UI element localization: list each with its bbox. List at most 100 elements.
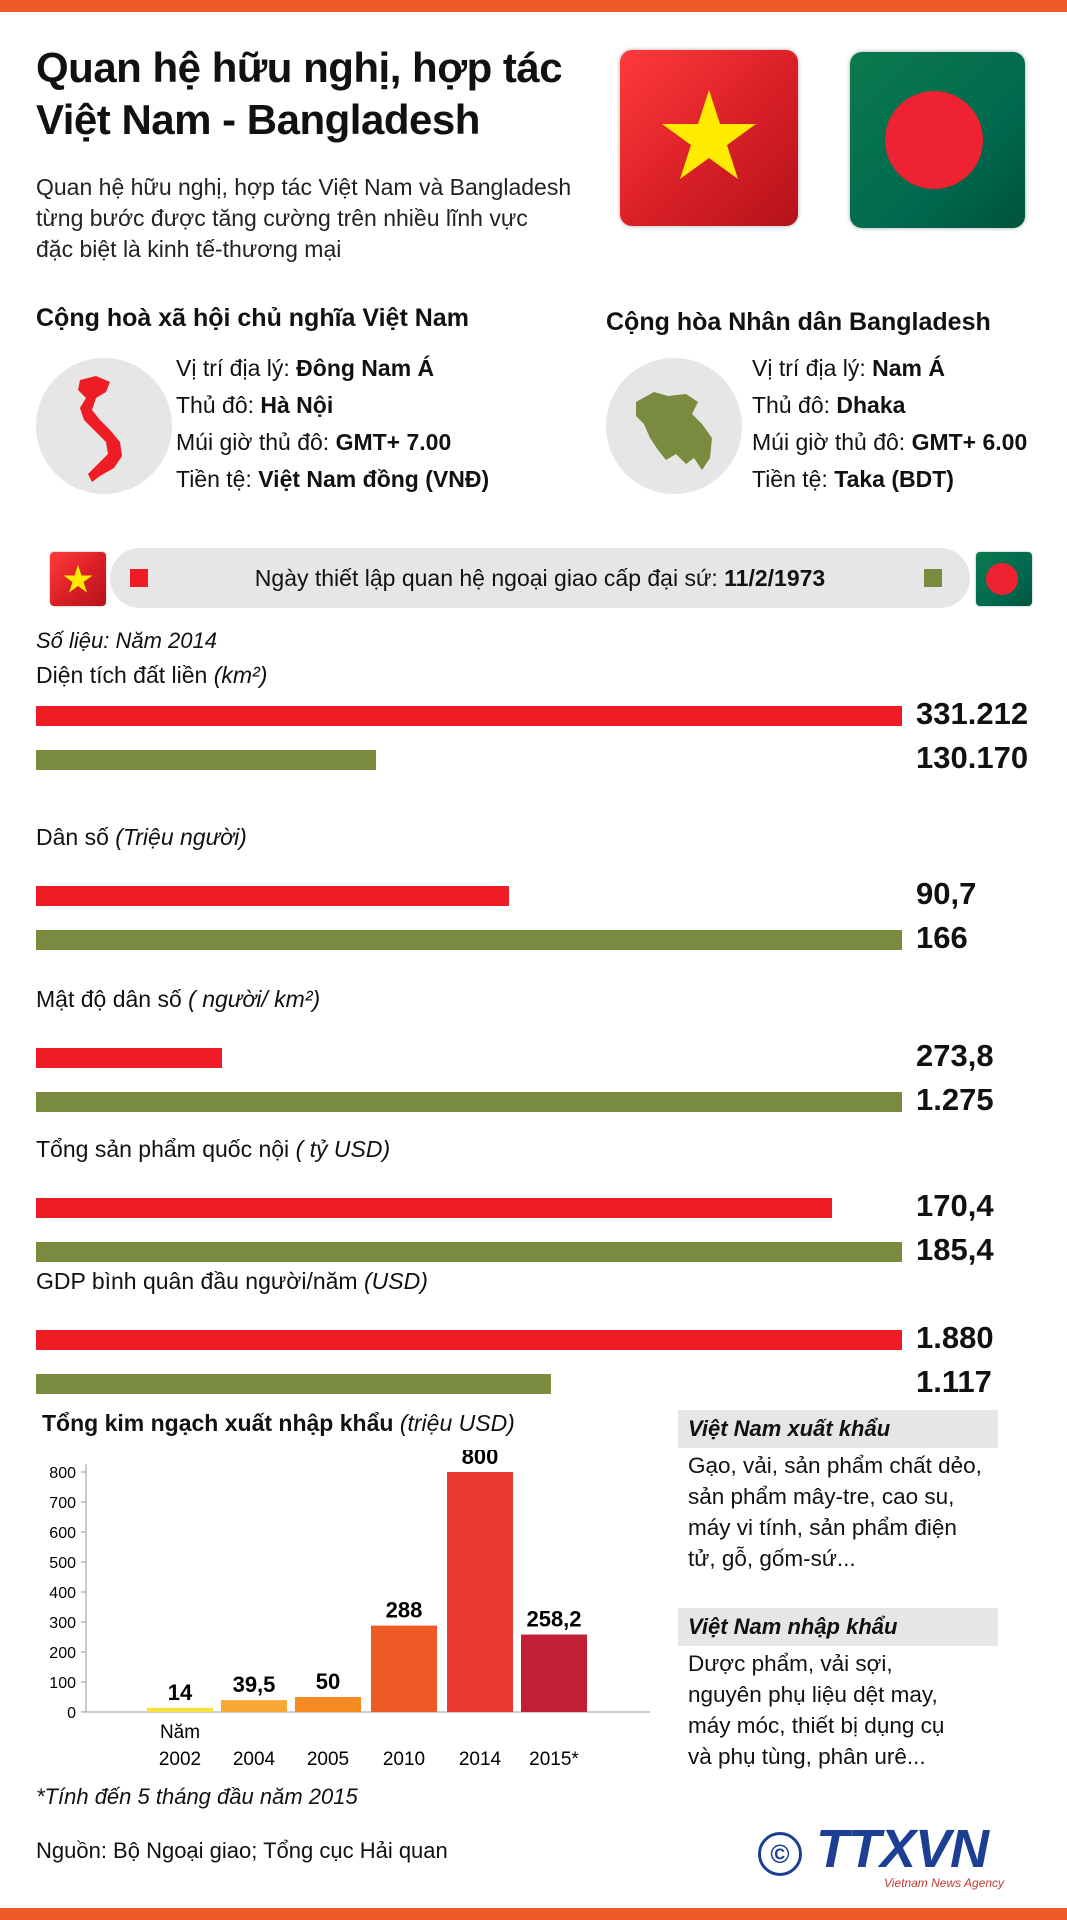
intro-text: Quan hệ hữu nghị, hợp tác Việt Nam và Ba… — [36, 172, 616, 265]
bangladesh-bar — [36, 1242, 902, 1262]
stat-label: Tổng sản phẩm quốc nội ( tỷ USD) — [36, 1136, 391, 1162]
stat-label: GDP bình quân đầu người/năm (USD) — [36, 1268, 428, 1294]
imports-line: và phụ tùng, phân urê... — [688, 1744, 926, 1769]
bangladesh-value: 1.275 — [916, 1082, 994, 1117]
x-tick-label: 2004 — [233, 1749, 276, 1770]
trade-value-label: 288 — [386, 1598, 423, 1623]
stat-label: Mật độ dân số ( người/ km²) — [36, 986, 321, 1012]
vietnam-bar — [36, 886, 509, 906]
x-tick-label: 2014 — [459, 1749, 502, 1770]
red-disc-icon — [885, 91, 983, 189]
y-tick-label: 200 — [49, 1645, 76, 1662]
bangladesh-bar — [36, 750, 376, 770]
trade-bar — [221, 1700, 287, 1712]
red-disc-icon — [986, 563, 1018, 595]
vietnam-bar — [36, 1330, 902, 1350]
relations-text: Ngày thiết lập quan hệ ngoại giao cấp đạ… — [254, 565, 826, 591]
star-icon — [662, 90, 756, 179]
trade-bar — [295, 1697, 361, 1712]
star-icon — [63, 565, 93, 593]
intro-line-1: Quan hệ hữu nghị, hợp tác Việt Nam và Ba… — [36, 174, 572, 200]
top-accent-bar — [0, 0, 1067, 12]
imports-line: máy móc, thiết bị dụng cụ — [688, 1713, 945, 1738]
exports-line: tử, gỗ, gốm-sứ... — [688, 1546, 856, 1571]
bangladesh-flag-small — [976, 552, 1032, 606]
stat-label: Dân số (Triệu người) — [36, 824, 247, 850]
y-tick-label: 600 — [49, 1525, 76, 1542]
relations-banner — [110, 548, 970, 608]
source-text: Nguồn: Bộ Ngoại giao; Tổng cục Hải quan — [36, 1838, 448, 1863]
intro-line-3: đặc biệt là kinh tế-thương mại — [36, 236, 342, 262]
bangladesh-bar — [36, 930, 902, 950]
bangladesh-value: 1.117 — [916, 1364, 992, 1399]
stats-note: Số liệu: Năm 2014 — [36, 628, 217, 653]
bottom-accent-bar — [0, 1908, 1067, 1920]
x-tick-label: 2005 — [307, 1749, 349, 1770]
vietnam-legend-square — [130, 569, 148, 587]
bangladesh-value: 130.170 — [916, 740, 1029, 775]
vietnam-bar — [36, 1198, 832, 1218]
vietnam-flag-small — [50, 552, 106, 606]
trade-value-label: 258,2 — [526, 1607, 581, 1632]
exports-line: Gạo, vải, sản phẩm chất dẻo, — [688, 1453, 982, 1478]
bangladesh-map-icon — [636, 392, 712, 470]
y-tick-label: 100 — [49, 1675, 76, 1692]
imports-list: Dược phẩm, vải sợi, nguyên phụ liệu dệt … — [688, 1648, 944, 1772]
bangladesh-info: Vị trí địa lý: Nam Á Thủ đô: Dhaka Múi g… — [752, 350, 1027, 498]
vietnam-heading: Cộng hoà xã hội chủ nghĩa Việt Nam — [36, 304, 469, 332]
vietnam-capital: Thủ đô: Hà Nội — [176, 392, 334, 418]
vietnam-location: Vị trí địa lý: Đông Nam Á — [176, 355, 435, 381]
vietnam-map-icon — [78, 376, 122, 482]
title-line-2: Việt Nam - Bangladesh — [36, 96, 480, 143]
trade-value-label: 14 — [168, 1680, 193, 1705]
bangladesh-legend-square — [924, 569, 942, 587]
bangladesh-timezone: Múi giờ thủ đô: GMT+ 6.00 — [752, 429, 1028, 455]
trade-value-label: 50 — [316, 1669, 340, 1694]
bangladesh-map — [606, 358, 742, 494]
vietnam-info: Vị trí địa lý: Đông Nam Á Thủ đô: Hà Nội… — [176, 350, 489, 498]
vietnam-value: 1.880 — [916, 1320, 994, 1355]
y-tick-label: 300 — [49, 1615, 76, 1632]
vietnam-bar — [36, 706, 902, 726]
x-axis-prefix: Năm — [160, 1722, 200, 1743]
trade-bar — [521, 1634, 587, 1712]
stat-label: Diện tích đất liền (km²) — [36, 662, 268, 688]
y-tick-label: 0 — [67, 1705, 76, 1722]
title-line-1: Quan hệ hữu nghị, hợp tác — [36, 44, 563, 91]
y-tick-label: 800 — [49, 1465, 76, 1482]
vietnam-value: 273,8 — [916, 1038, 994, 1073]
vietnam-value: 90,7 — [916, 876, 977, 911]
bangladesh-value: 185,4 — [916, 1232, 994, 1267]
logo-subtitle: Vietnam News Agency — [884, 1876, 1005, 1890]
bangladesh-bar — [36, 1092, 902, 1112]
imports-line: Dược phẩm, vải sợi, — [688, 1651, 893, 1676]
exports-list: Gạo, vải, sản phẩm chất dẻo, sản phẩm mâ… — [688, 1450, 982, 1574]
intro-line-2: từng bước được tăng cường trên nhiều lĩn… — [36, 205, 528, 231]
x-tick-label: 2015* — [529, 1749, 579, 1770]
trade-value-label: 39,5 — [233, 1672, 276, 1697]
trade-value-label: 800 — [462, 1450, 499, 1469]
trade-chart-title: Tổng kim ngạch xuất nhập khẩu (triệu USD… — [42, 1410, 515, 1436]
vietnam-bar — [36, 1048, 222, 1068]
exports-line: sản phẩm mây-tre, cao su, — [688, 1484, 955, 1509]
ttxvn-logo: TTXVN — [816, 1819, 989, 1879]
bangladesh-currency: Tiền tệ: Taka (BDT) — [752, 466, 954, 492]
footnote: *Tính đến 5 tháng đầu năm 2015 — [36, 1784, 358, 1809]
vietnam-timezone: Múi giờ thủ đô: GMT+ 7.00 — [176, 429, 452, 455]
exports-line: máy vi tính, sản phẩm điện — [688, 1515, 957, 1540]
bangladesh-capital: Thủ đô: Dhaka — [752, 392, 906, 418]
vietnam-value: 170,4 — [916, 1188, 994, 1223]
y-tick-label: 700 — [49, 1495, 76, 1512]
vietnam-map — [36, 358, 172, 494]
bangladesh-value: 166 — [916, 920, 968, 955]
imports-line: nguyên phụ liệu dệt may, — [688, 1682, 938, 1707]
bangladesh-flag — [850, 52, 1025, 228]
trade-bar-chart: 0 100 200 300 400 500 600 700 800 14 Năm 2002 39,5 20… — [49, 1450, 650, 1770]
vietnam-currency: Tiền tệ: Việt Nam đồng (VNĐ) — [176, 466, 490, 492]
trade-bar — [371, 1625, 437, 1712]
copyright-icon: © — [758, 1832, 802, 1876]
imports-heading: Việt Nam nhập khẩu — [678, 1608, 998, 1646]
page-title: Quan hệ hữu nghị, hợp tác Việt Nam - Ban… — [36, 42, 596, 146]
trade-bar — [147, 1707, 213, 1712]
x-tick-label: 2002 — [159, 1749, 201, 1770]
